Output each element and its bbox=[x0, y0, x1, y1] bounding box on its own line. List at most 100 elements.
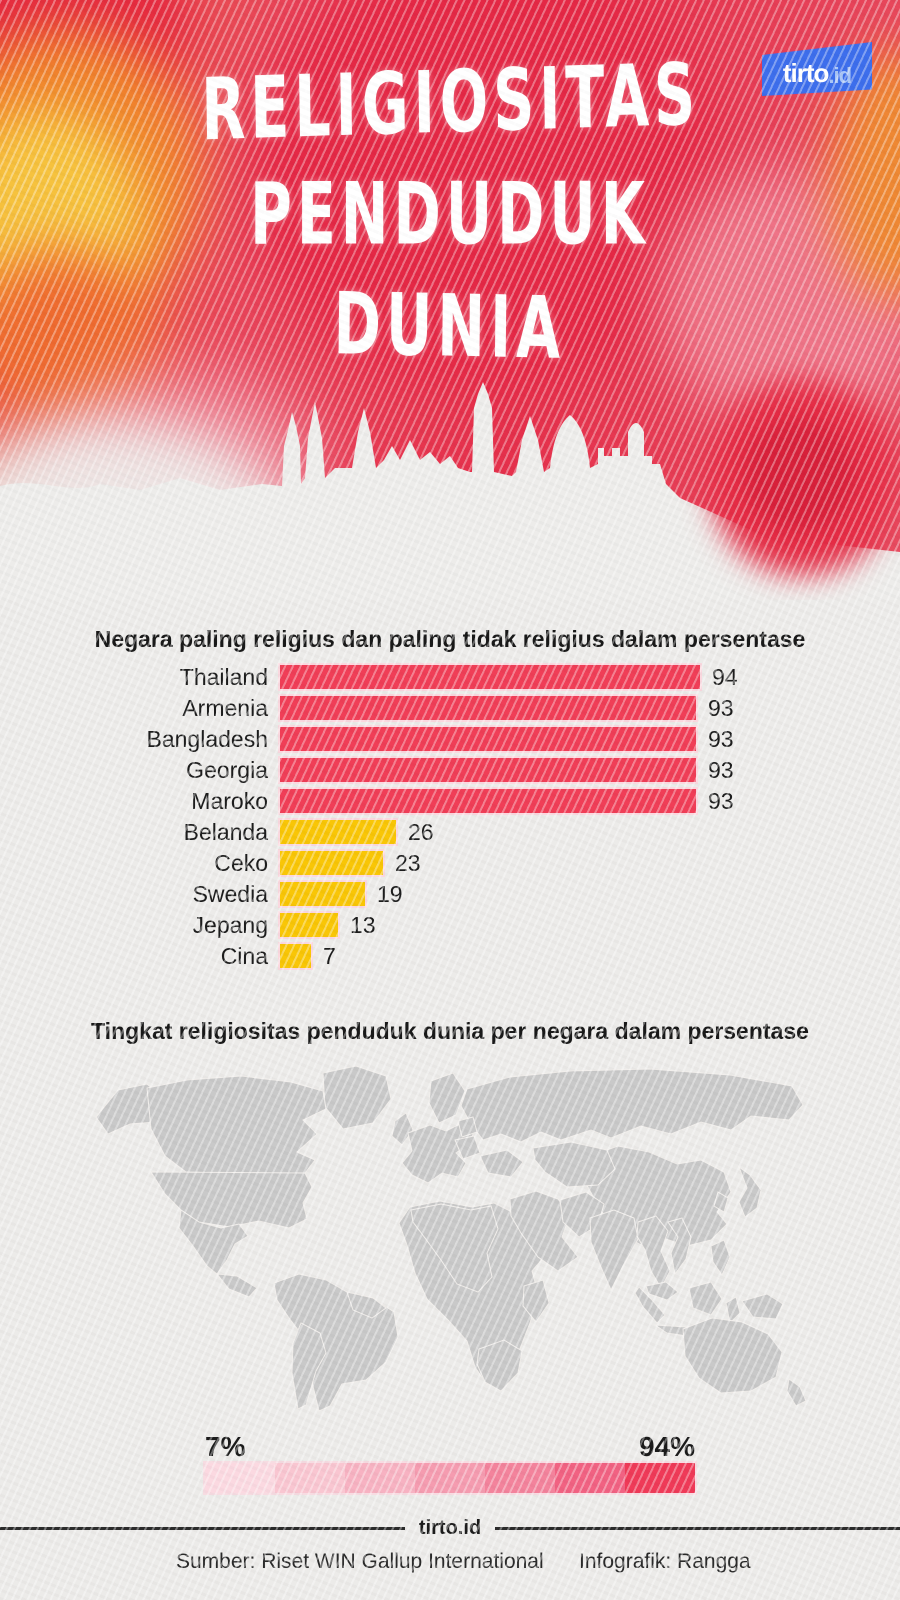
map-legend-labels: 7% 94% bbox=[205, 1431, 695, 1463]
bar-label: Ceko bbox=[214, 849, 268, 876]
world-map-svg bbox=[95, 1065, 807, 1412]
map-region-poland bbox=[454, 1135, 481, 1160]
bar-row: Belanda 26 bbox=[0, 818, 900, 845]
bar bbox=[280, 789, 696, 813]
watercolor-red-splash-core bbox=[745, 420, 855, 530]
world-map bbox=[90, 1061, 810, 1413]
map-region-sumatra bbox=[634, 1286, 666, 1324]
bar-label: Armenia bbox=[182, 694, 268, 721]
map-region-japan bbox=[737, 1165, 762, 1218]
map-title: Tingkat religiositas penduduk dunia per … bbox=[91, 1018, 809, 1044]
bar-label: Cina bbox=[220, 942, 268, 969]
legend-swatch bbox=[275, 1463, 345, 1493]
map-region-guyanas bbox=[346, 1291, 387, 1319]
legend-swatch bbox=[555, 1463, 625, 1493]
map-region-south-africa bbox=[476, 1339, 523, 1392]
map-region-korea bbox=[713, 1191, 729, 1213]
map-region-baltics bbox=[457, 1116, 478, 1138]
bar-value: 93 bbox=[708, 756, 734, 783]
bar bbox=[280, 696, 696, 720]
map-region-south-america bbox=[273, 1273, 399, 1412]
map-region-sulawesi bbox=[725, 1296, 741, 1325]
bar bbox=[280, 820, 396, 844]
religious-buildings-skyline bbox=[0, 382, 900, 600]
map-region-borneo bbox=[688, 1281, 723, 1316]
bar-label: Jepang bbox=[192, 911, 268, 938]
source-credit: Sumber: Riset WIN Gallup International bbox=[176, 1550, 544, 1573]
bar bbox=[280, 851, 383, 875]
bar-row: Cina 7 bbox=[0, 942, 900, 969]
legend-swatch bbox=[415, 1463, 485, 1493]
map-region-new-zealand bbox=[786, 1378, 807, 1407]
bar-label: Thailand bbox=[179, 663, 268, 690]
legend-swatch bbox=[345, 1463, 415, 1493]
map-region-russia bbox=[460, 1068, 804, 1143]
infographic-credit: Infografik: Rangga bbox=[579, 1550, 751, 1573]
map-region-scandinavia bbox=[428, 1072, 466, 1124]
bar-value: 93 bbox=[708, 787, 734, 814]
bar bbox=[280, 727, 696, 751]
title-line-3: Dunia bbox=[333, 275, 566, 379]
legend-swatch bbox=[625, 1463, 695, 1493]
tirto-logo-text: tirto bbox=[782, 58, 830, 88]
bar-row: Armenia 93 bbox=[0, 694, 900, 721]
bar-row: Maroko 93 bbox=[0, 787, 900, 814]
map-region-vietnam bbox=[667, 1217, 692, 1276]
map-region-canada bbox=[146, 1075, 327, 1175]
infographic-title: Religiositas Penduduk Dunia bbox=[0, 46, 900, 382]
footer-brand: tirto.id bbox=[418, 1517, 482, 1539]
map-region-malaysia bbox=[645, 1281, 679, 1301]
bar-label: Swedia bbox=[192, 880, 268, 907]
map-region-papua bbox=[741, 1293, 784, 1320]
bar-value: 94 bbox=[712, 663, 738, 690]
map-region-philippines bbox=[710, 1239, 731, 1277]
tirto-logo-suffix: .id bbox=[828, 63, 852, 88]
map-region-mexico bbox=[178, 1209, 249, 1275]
map-region-myanmar-thailand bbox=[636, 1215, 671, 1290]
map-region-uk bbox=[391, 1112, 414, 1146]
title-line-2: Penduduk bbox=[250, 165, 650, 265]
bar bbox=[280, 944, 311, 968]
bar-value: 93 bbox=[708, 694, 734, 721]
map-region-greenland bbox=[322, 1065, 392, 1130]
map-region-central-america bbox=[215, 1273, 258, 1298]
bar-label: Georgia bbox=[186, 756, 268, 783]
bar-value: 13 bbox=[350, 911, 376, 938]
bar bbox=[280, 913, 338, 937]
bar-value: 26 bbox=[408, 818, 434, 845]
map-region-north-africa bbox=[410, 1203, 499, 1293]
map-region-bolivia-chile bbox=[291, 1322, 327, 1410]
hero-header: Religiositas Penduduk Dunia tirto .id bbox=[0, 0, 900, 600]
bar-chart: Thailand 94 Armenia 93 Bangladesh 93 Georgia 93… bbox=[0, 663, 900, 969]
map-region-australia bbox=[682, 1317, 783, 1394]
legend-swatch bbox=[205, 1463, 275, 1493]
map-region-usa bbox=[150, 1171, 313, 1229]
watercolor-crimson-center bbox=[250, 0, 720, 390]
map-legend: 7% 94% bbox=[205, 1431, 695, 1493]
bar-row: Bangladesh 93 bbox=[0, 725, 900, 752]
bar-label: Belanda bbox=[183, 818, 268, 845]
bar-chart-title: Negara paling religius dan paling tidak … bbox=[94, 626, 806, 652]
bar-value: 93 bbox=[708, 725, 734, 752]
map-legend-colorbar bbox=[205, 1463, 695, 1493]
bar-label: Bangladesh bbox=[146, 725, 269, 752]
legend-swatch bbox=[485, 1463, 555, 1493]
map-region-kazakhstan bbox=[532, 1141, 616, 1188]
map-region-india bbox=[589, 1209, 639, 1292]
legend-min-label: 7% bbox=[205, 1431, 246, 1462]
bar-value: 23 bbox=[395, 849, 421, 876]
bar-label: Maroko bbox=[191, 787, 268, 814]
bar-row: Thailand 94 bbox=[0, 663, 900, 690]
bar-value: 7 bbox=[323, 942, 336, 969]
map-region-kenya bbox=[522, 1279, 550, 1323]
map-region-europe bbox=[401, 1122, 475, 1184]
bar-chart-rows: Thailand 94 Armenia 93 Bangladesh 93 Georgia 93… bbox=[0, 663, 900, 969]
bar bbox=[280, 882, 365, 906]
bar bbox=[280, 665, 700, 689]
bar bbox=[280, 758, 696, 782]
bar-row: Swedia 19 bbox=[0, 880, 900, 907]
legend-max-label: 94% bbox=[638, 1431, 695, 1462]
footer-divider: tirto.id bbox=[0, 1517, 900, 1540]
bar-row: Jepang 13 bbox=[0, 911, 900, 938]
